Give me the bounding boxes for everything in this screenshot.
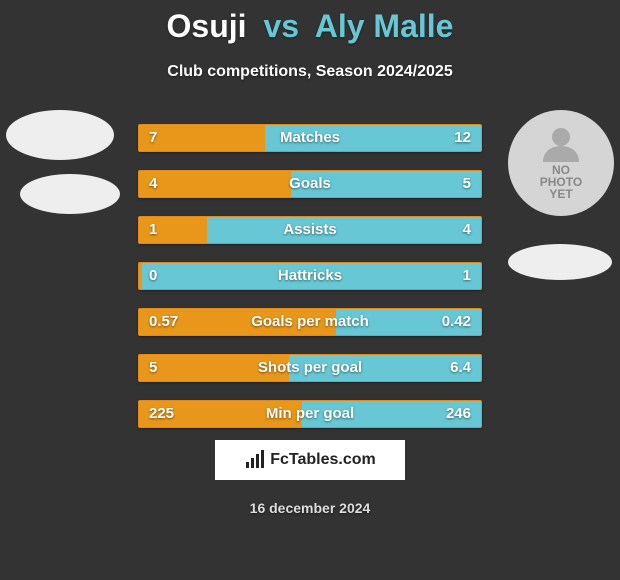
stat-row: 0.57Goals per match0.42 [138,308,482,336]
no-photo-placeholder: NO PHOTO YET [508,110,614,216]
stat-value-right: 12 [444,125,481,151]
brand-text: FcTables.com [270,451,376,469]
bar-chart-icon [244,450,266,470]
stat-row: 1Assists4 [138,216,482,244]
stat-row: 225Min per goal246 [138,400,482,428]
avatar-placeholder-shape [20,174,120,214]
stat-label: Assists [139,217,481,243]
stat-label: Shots per goal [139,355,481,381]
no-photo-line3: YET [549,188,572,200]
competition-subtitle: Club competitions, Season 2024/2025 [0,63,620,81]
stat-value-right: 0.42 [432,309,481,335]
stat-row: 5Shots per goal6.4 [138,354,482,382]
stat-row: 0Hattricks1 [138,262,482,290]
stat-value-right: 5 [453,171,481,197]
snapshot-date: 16 december 2024 [0,500,620,516]
avatar-placeholder-shape [6,110,114,160]
stat-value-right: 4 [453,217,481,243]
stat-value-right: 6.4 [440,355,481,381]
vs-label: vs [263,8,299,44]
silhouette-icon [539,126,583,162]
stat-value-right: 1 [453,263,481,289]
stat-row: 7Matches12 [138,124,482,152]
stat-label: Hattricks [139,263,481,289]
player2-name: Aly Malle [315,8,454,44]
stat-label: Min per goal [139,401,481,427]
stat-label: Goals [139,171,481,197]
brand-badge: FcTables.com [215,440,405,480]
player1-name: Osuji [167,8,247,44]
stat-row: 4Goals5 [138,170,482,198]
stats-table: 7Matches124Goals51Assists40Hattricks10.5… [138,124,482,446]
stat-label: Matches [139,125,481,151]
avatar-placeholder-shape [508,244,612,280]
stat-value-right: 246 [436,401,481,427]
comparison-title: Osuji vs Aly Malle [0,0,620,45]
player2-avatar: NO PHOTO YET [508,110,614,280]
player1-avatar [6,110,120,214]
stat-label: Goals per match [139,309,481,335]
